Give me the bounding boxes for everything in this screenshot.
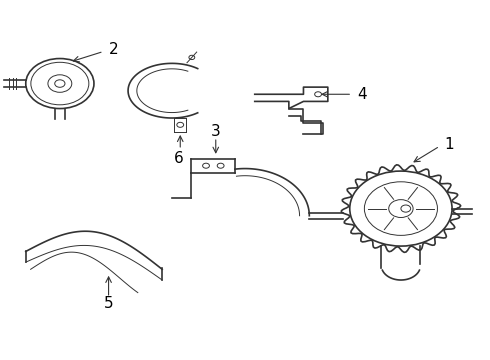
Text: 1: 1	[445, 137, 454, 152]
Text: 3: 3	[211, 124, 220, 139]
Text: 5: 5	[104, 296, 113, 311]
Text: 2: 2	[109, 42, 118, 57]
Text: 6: 6	[174, 151, 184, 166]
Text: 4: 4	[357, 87, 367, 102]
